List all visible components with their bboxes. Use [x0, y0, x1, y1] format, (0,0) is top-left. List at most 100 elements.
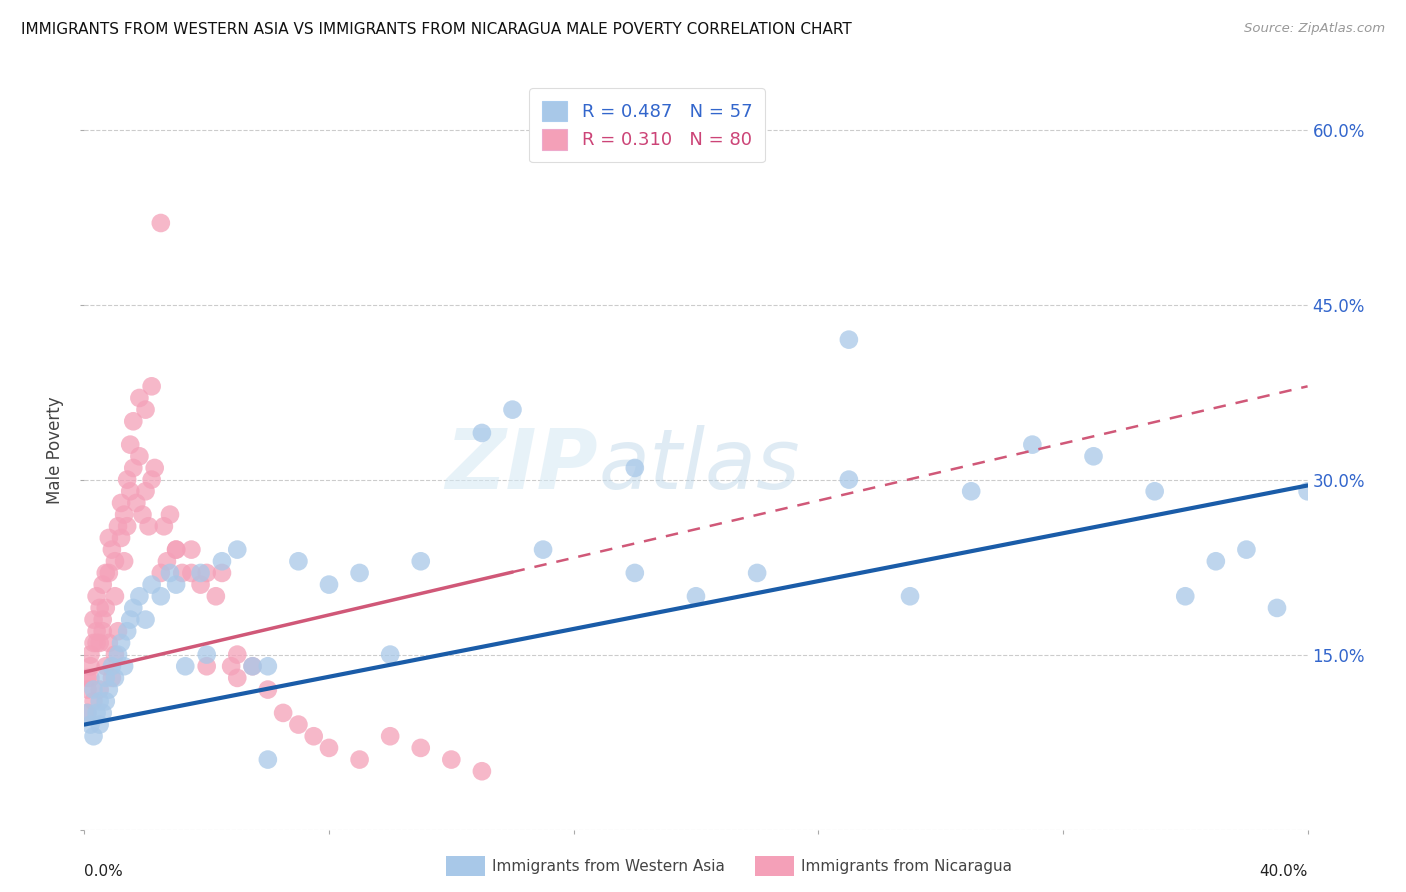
- Point: [91, 613, 114, 627]
- Point: [180, 542, 202, 557]
- Point: [131, 508, 153, 522]
- Point: [409, 740, 432, 755]
- Point: [190, 566, 212, 580]
- Text: Immigrants from Western Asia: Immigrants from Western Asia: [492, 859, 725, 873]
- Point: [1296, 484, 1319, 499]
- Point: [97, 682, 120, 697]
- Point: [349, 566, 371, 580]
- Text: 0.0%: 0.0%: [84, 863, 124, 879]
- Point: [94, 671, 117, 685]
- Point: [287, 554, 309, 568]
- Point: [89, 682, 111, 697]
- Point: [1143, 484, 1166, 499]
- Point: [135, 402, 157, 417]
- Point: [115, 624, 138, 639]
- Point: [257, 659, 280, 673]
- Point: [219, 659, 242, 673]
- Point: [76, 706, 98, 720]
- Point: [838, 473, 860, 487]
- Point: [104, 671, 127, 685]
- Point: [128, 391, 150, 405]
- Point: [86, 636, 108, 650]
- Point: [122, 461, 145, 475]
- Text: Immigrants from Nicaragua: Immigrants from Nicaragua: [801, 859, 1012, 873]
- Point: [898, 589, 921, 603]
- Point: [141, 577, 163, 591]
- Point: [122, 414, 145, 428]
- Point: [211, 554, 233, 568]
- Point: [83, 682, 105, 697]
- Point: [195, 648, 218, 662]
- Point: [165, 577, 187, 591]
- Point: [86, 589, 108, 603]
- Point: [1083, 450, 1105, 464]
- Point: [110, 531, 132, 545]
- Point: [104, 589, 127, 603]
- Point: [380, 729, 402, 743]
- Point: [159, 566, 181, 580]
- Point: [89, 636, 111, 650]
- Point: [1205, 554, 1227, 568]
- Point: [94, 566, 117, 580]
- Y-axis label: Male Poverty: Male Poverty: [46, 397, 65, 504]
- Point: [107, 519, 129, 533]
- Point: [135, 484, 157, 499]
- Point: [86, 706, 108, 720]
- Point: [1174, 589, 1197, 603]
- Point: [101, 542, 124, 557]
- Point: [143, 461, 166, 475]
- Point: [112, 554, 135, 568]
- Point: [107, 648, 129, 662]
- Point: [101, 671, 124, 685]
- Point: [624, 566, 647, 580]
- Point: [318, 740, 340, 755]
- Point: [257, 682, 280, 697]
- Point: [471, 764, 494, 779]
- Point: [115, 519, 138, 533]
- Point: [128, 589, 150, 603]
- Point: [104, 554, 127, 568]
- Point: [172, 566, 194, 580]
- Point: [76, 682, 98, 697]
- Point: [531, 542, 554, 557]
- Text: 40.0%: 40.0%: [1260, 863, 1308, 879]
- Point: [271, 706, 294, 720]
- Point: [112, 659, 135, 673]
- Point: [257, 753, 280, 767]
- Point: [141, 473, 163, 487]
- Point: [122, 601, 145, 615]
- Point: [94, 659, 117, 673]
- Point: [89, 694, 111, 708]
- Point: [120, 437, 142, 451]
- Text: IMMIGRANTS FROM WESTERN ASIA VS IMMIGRANTS FROM NICARAGUA MALE POVERTY CORRELATI: IMMIGRANTS FROM WESTERN ASIA VS IMMIGRAN…: [21, 22, 852, 37]
- Point: [76, 706, 98, 720]
- Point: [205, 589, 228, 603]
- Point: [97, 566, 120, 580]
- Point: [79, 671, 101, 685]
- Point: [149, 589, 172, 603]
- Point: [1021, 437, 1043, 451]
- Point: [1236, 542, 1258, 557]
- Point: [110, 636, 132, 650]
- Point: [1265, 601, 1288, 615]
- Point: [91, 624, 114, 639]
- Point: [349, 753, 371, 767]
- Point: [190, 577, 212, 591]
- Point: [120, 484, 142, 499]
- Point: [91, 577, 114, 591]
- Point: [380, 648, 402, 662]
- Point: [409, 554, 432, 568]
- Point: [86, 624, 108, 639]
- Point: [97, 636, 120, 650]
- Point: [153, 519, 176, 533]
- Point: [195, 659, 218, 673]
- Point: [97, 531, 120, 545]
- Point: [960, 484, 983, 499]
- Point: [471, 425, 494, 440]
- Point: [83, 636, 105, 650]
- Point: [165, 542, 187, 557]
- Point: [165, 542, 187, 557]
- Point: [156, 554, 179, 568]
- Point: [115, 473, 138, 487]
- Point: [125, 496, 148, 510]
